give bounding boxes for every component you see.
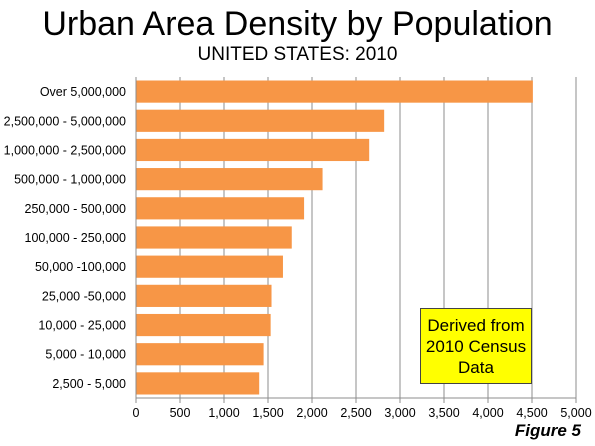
category-label: 100,000 - 250,000 bbox=[25, 231, 127, 245]
figure-label: Figure 5 bbox=[514, 421, 581, 440]
x-tick-label: 5,000 bbox=[560, 406, 591, 420]
category-label: 2,500,000 - 5,000,000 bbox=[4, 114, 126, 128]
x-tick-label: 3,500 bbox=[428, 406, 459, 420]
bar bbox=[136, 138, 370, 162]
category-label: 5,000 - 10,000 bbox=[45, 348, 126, 362]
x-tick-label: 4,000 bbox=[472, 406, 503, 420]
bar bbox=[136, 109, 385, 132]
x-tick-label: 0 bbox=[133, 406, 140, 420]
x-tick-label: 4,500 bbox=[516, 406, 547, 420]
bar bbox=[136, 343, 264, 366]
chart-subtitle: UNITED STATES: 2010 bbox=[197, 44, 398, 65]
x-tick-label: 1,500 bbox=[252, 406, 283, 420]
category-label: 10,000 - 25,000 bbox=[38, 319, 126, 333]
bar bbox=[136, 255, 283, 278]
bar bbox=[136, 168, 323, 191]
category-label: 250,000 - 500,000 bbox=[25, 202, 127, 216]
category-label: Over 5,000,000 bbox=[40, 85, 126, 99]
bar bbox=[136, 197, 305, 220]
bar bbox=[136, 284, 272, 307]
x-tick-label: 2,500 bbox=[340, 406, 371, 420]
x-tick-label: 1,000 bbox=[208, 406, 239, 420]
category-label: 50,000 -100,000 bbox=[35, 260, 126, 274]
bar bbox=[136, 372, 260, 395]
bar bbox=[136, 313, 271, 337]
x-tick-label: 500 bbox=[170, 406, 191, 420]
bar bbox=[136, 80, 533, 103]
category-label: 500,000 - 1,000,000 bbox=[14, 173, 126, 187]
x-tick-label: 3,000 bbox=[384, 406, 415, 420]
category-label: 25,000 -50,000 bbox=[42, 289, 126, 303]
census-annotation-box: Derived from 2010 Census Data bbox=[420, 308, 532, 384]
category-label: 1,000,000 - 2,500,000 bbox=[4, 143, 126, 157]
chart-title: Urban Area Density by Population bbox=[42, 5, 553, 43]
bar bbox=[136, 226, 292, 249]
category-label: 2,500 - 5,000 bbox=[52, 377, 126, 391]
x-tick-label: 2,000 bbox=[296, 406, 327, 420]
